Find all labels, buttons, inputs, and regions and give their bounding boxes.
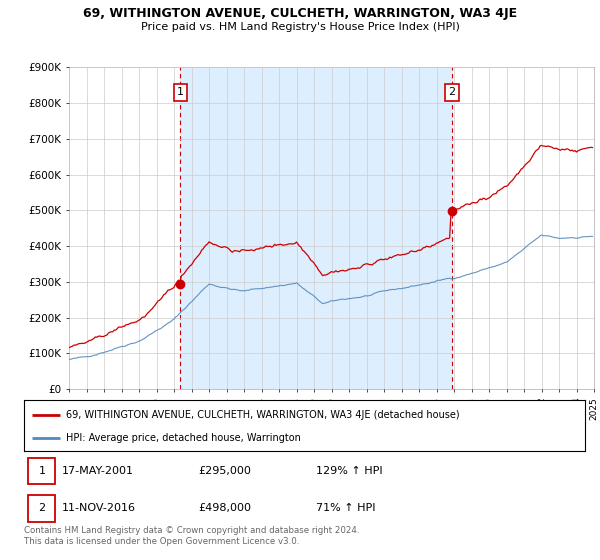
Text: £295,000: £295,000 [198, 466, 251, 476]
Text: 2: 2 [38, 503, 46, 513]
FancyBboxPatch shape [28, 458, 55, 484]
Text: Contains HM Land Registry data © Crown copyright and database right 2024.
This d: Contains HM Land Registry data © Crown c… [24, 526, 359, 546]
Text: 1: 1 [177, 87, 184, 97]
Text: £498,000: £498,000 [198, 503, 251, 513]
Text: 2: 2 [448, 87, 455, 97]
Text: 11-NOV-2016: 11-NOV-2016 [62, 503, 136, 513]
FancyBboxPatch shape [28, 495, 55, 521]
Text: HPI: Average price, detached house, Warrington: HPI: Average price, detached house, Warr… [66, 433, 301, 443]
Text: 69, WITHINGTON AVENUE, CULCHETH, WARRINGTON, WA3 4JE: 69, WITHINGTON AVENUE, CULCHETH, WARRING… [83, 7, 517, 20]
Text: 1: 1 [38, 466, 46, 476]
Bar [181, 67, 452, 389]
Text: 71% ↑ HPI: 71% ↑ HPI [316, 503, 375, 513]
Text: 17-MAY-2001: 17-MAY-2001 [62, 466, 134, 476]
Text: 69, WITHINGTON AVENUE, CULCHETH, WARRINGTON, WA3 4JE (detached house): 69, WITHINGTON AVENUE, CULCHETH, WARRING… [66, 409, 460, 419]
Text: Price paid vs. HM Land Registry's House Price Index (HPI): Price paid vs. HM Land Registry's House … [140, 22, 460, 32]
Text: 129% ↑ HPI: 129% ↑ HPI [316, 466, 382, 476]
